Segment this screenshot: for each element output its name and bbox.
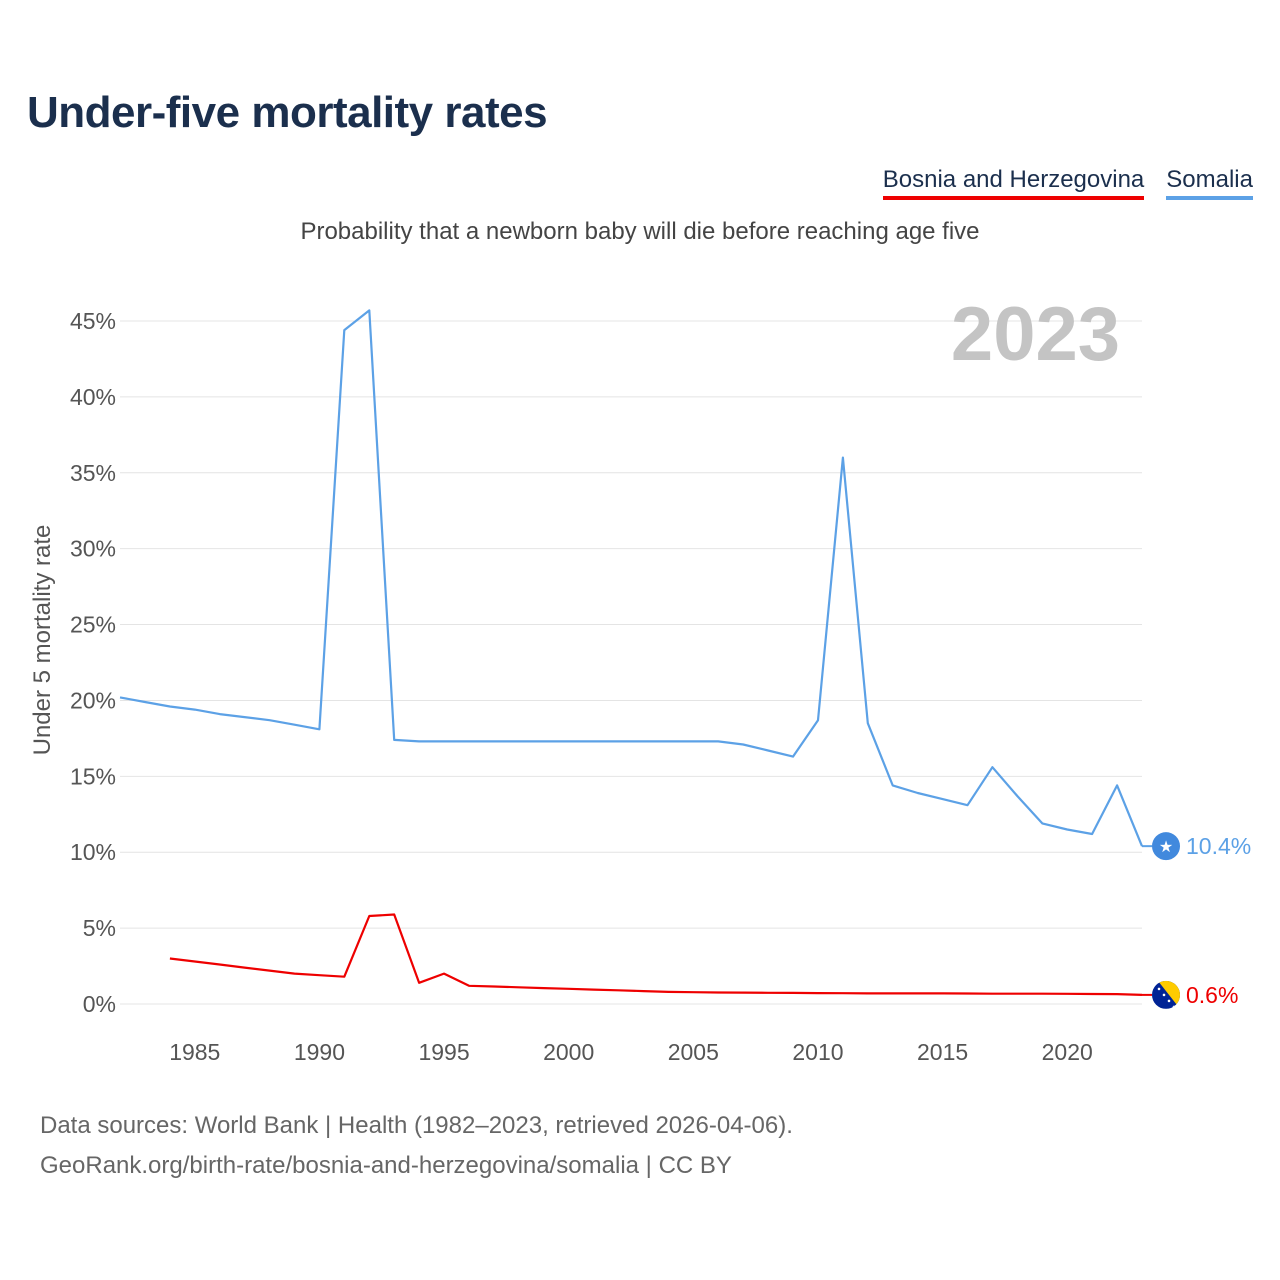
y-tick-label: 0% xyxy=(83,991,116,1017)
y-tick-label: 40% xyxy=(70,384,116,410)
end-labels: ★ 10.4% 0.6% xyxy=(1142,832,1251,1009)
chart-title: Under-five mortality rates xyxy=(27,88,548,137)
legend-item-somalia[interactable]: Somalia xyxy=(1166,166,1253,200)
y-tick-label: 45% xyxy=(70,308,116,334)
series-lines xyxy=(119,309,1144,996)
gridlines xyxy=(120,320,1142,1005)
y-tick-label: 25% xyxy=(70,612,116,638)
somalia-flag-icon: ★ xyxy=(1152,832,1180,861)
series-line-bosnia-and-herzegovina[interactable] xyxy=(169,913,1143,996)
end-value-label-somalia: 10.4% xyxy=(1186,833,1251,859)
y-tick-label: 30% xyxy=(70,536,116,562)
year-watermark: 2023 xyxy=(951,292,1120,377)
y-tick-label: 15% xyxy=(70,763,116,789)
x-tick-label: 2000 xyxy=(543,1039,594,1065)
y-tick-label: 20% xyxy=(70,687,116,713)
x-tick-label: 1990 xyxy=(294,1039,345,1065)
footer-source-link[interactable]: GeoRank.org/birth-rate/bosnia-and-herzeg… xyxy=(40,1152,732,1179)
x-tick-label: 2015 xyxy=(917,1039,968,1065)
end-value-label-bosnia-and-herzegovina: 0.6% xyxy=(1186,982,1238,1008)
svg-text:★: ★ xyxy=(1159,837,1173,856)
legend: Bosnia and Herzegovina Somalia xyxy=(882,166,1253,200)
legend-item-bosnia[interactable]: Bosnia and Herzegovina xyxy=(882,166,1145,200)
y-axis-title: Under 5 mortality rate xyxy=(29,525,56,756)
axes: 0% 5% 10% 15% 20% 25% 30% 35% 40% 45% 1985 1990 1995… xyxy=(70,308,1093,1065)
series-line-somalia[interactable] xyxy=(119,309,1144,847)
footer: Data sources: World Bank | Health (1982–… xyxy=(40,1106,793,1186)
line-chart: 0% 5% 10% 15% 20% 25% 30% 35% 40% 45% 1985 1990 1995… xyxy=(29,292,1251,1065)
y-tick-label: 35% xyxy=(70,460,116,486)
y-tick-label: 10% xyxy=(70,839,116,865)
x-tick-label: 1995 xyxy=(418,1039,469,1065)
x-tick-label: 1985 xyxy=(169,1039,220,1065)
chart-subtitle: Probability that a newborn baby will die… xyxy=(300,218,980,245)
y-tick-label: 5% xyxy=(83,915,116,941)
footer-sources: Data sources: World Bank | Health (1982–… xyxy=(40,1112,793,1139)
x-tick-label: 2020 xyxy=(1042,1039,1093,1065)
x-tick-label: 2005 xyxy=(668,1039,719,1065)
x-tick-label: 2010 xyxy=(792,1039,843,1065)
bosnia-flag-icon xyxy=(1152,980,1180,1009)
